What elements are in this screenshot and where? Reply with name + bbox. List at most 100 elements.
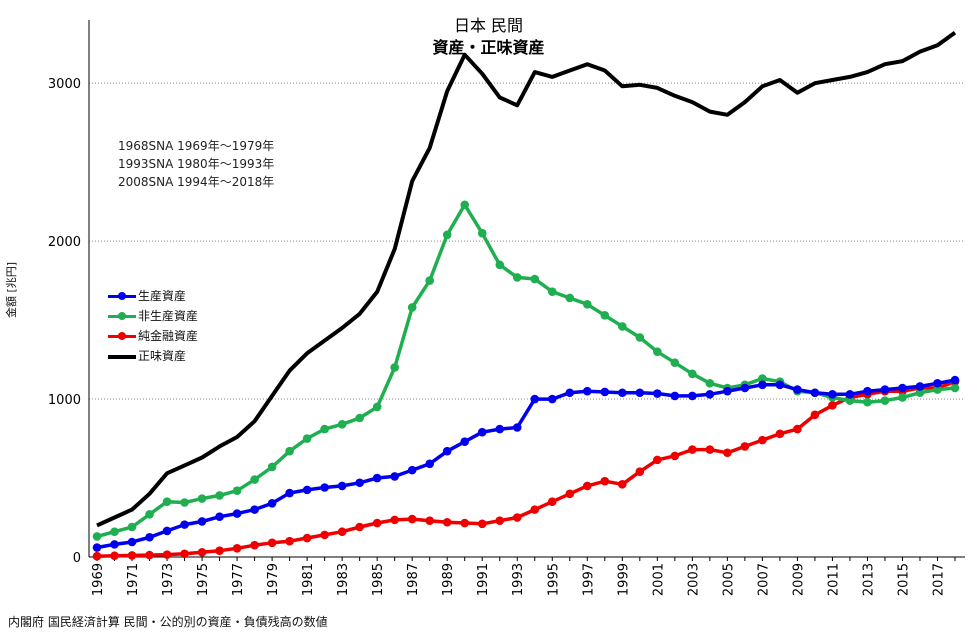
data-point-1-1976: [215, 491, 224, 500]
y-tick-label-2000: 2000: [48, 235, 81, 250]
data-point-2-1978: [250, 540, 259, 550]
data-point-0-1984: [355, 478, 364, 488]
source-note: 内閣府 国民経済計算 民間・公的別の資産・負債残高の数値: [8, 615, 328, 629]
x-tick-label-2015: 2015: [896, 563, 911, 596]
series-0: [92, 375, 960, 552]
data-point-0-2002: [670, 391, 680, 401]
chart-subtitle: 資産・正味資産: [432, 38, 545, 57]
data-point-2-2006: [740, 442, 750, 451]
series-1: [92, 200, 960, 541]
data-point-1-2000: [635, 333, 645, 342]
x-tick-label-1989: 1989: [441, 563, 456, 596]
data-point-0-2007: [758, 380, 767, 390]
data-point-1-1989: [442, 230, 452, 240]
x-tick-label-1997: 1997: [581, 563, 596, 596]
legend-swatch-net-worth: [108, 355, 136, 359]
data-point-1-1987: [407, 303, 417, 312]
legend-label-net-financial-assets: 純金融資産: [138, 329, 199, 343]
legend-marker-net-financial-assets: [118, 332, 126, 340]
data-point-2-2011: [828, 401, 837, 410]
data-point-1-1996: [565, 293, 575, 303]
data-point-0-2011: [828, 390, 837, 399]
data-point-2-2003: [688, 445, 697, 454]
y-tick-label-0: 0: [73, 551, 81, 566]
data-point-1-1985: [372, 402, 382, 412]
data-point-1-2014: [880, 396, 890, 405]
data-point-0-2003: [688, 391, 697, 401]
legend: 生産資産 非生産資産 純金融資産 正味資産: [108, 286, 198, 366]
data-point-1-2003: [688, 369, 697, 379]
data-point-0-2018: [950, 375, 960, 385]
data-point-2-1979: [267, 538, 277, 548]
data-point-2-2001: [653, 455, 662, 465]
data-point-1-1986: [390, 363, 399, 372]
x-tick-label-2013: 2013: [861, 563, 876, 596]
y-tick-label-1000: 1000: [48, 393, 81, 408]
data-point-0-1998: [600, 387, 610, 397]
data-point-1-1999: [618, 322, 627, 331]
data-point-0-1971: [127, 537, 137, 547]
x-tick-label-1991: 1991: [476, 563, 491, 596]
legend-item-non-production-assets: 非生産資産: [108, 306, 198, 326]
legend-label-non-production-assets: 非生産資産: [138, 309, 199, 323]
data-point-0-1983: [337, 481, 347, 491]
y-tick-label-3000: 3000: [48, 77, 81, 92]
data-point-0-2016: [915, 382, 925, 391]
x-tick-label-2011: 2011: [826, 563, 841, 596]
data-point-0-1969: [92, 543, 102, 552]
data-point-0-2013: [863, 386, 872, 396]
data-point-0-1973: [162, 526, 172, 536]
data-point-1-2001: [653, 347, 662, 356]
data-point-1-2018: [950, 383, 960, 393]
data-point-0-2012: [845, 390, 855, 399]
data-point-2-1973: [162, 550, 172, 559]
data-point-2-1995: [547, 497, 557, 507]
data-point-2-1993: [512, 513, 522, 522]
data-point-1-1991: [477, 228, 487, 238]
data-point-0-2015: [898, 383, 907, 393]
data-point-1-1971: [127, 522, 137, 532]
legend-item-production-assets: 生産資産: [108, 286, 198, 306]
data-point-1-1979: [267, 462, 277, 472]
data-point-2-1983: [337, 527, 347, 537]
series-line-1: [96, 203, 956, 539]
x-tick-label-1977: 1977: [231, 563, 246, 596]
data-point-0-1987: [407, 465, 417, 475]
x-tick-label-1987: 1987: [406, 563, 421, 596]
data-point-1-1983: [337, 420, 347, 429]
data-point-2-1969: [92, 551, 102, 561]
data-point-0-2004: [705, 390, 715, 399]
x-tick-label-1975: 1975: [196, 563, 211, 596]
data-point-0-1994: [530, 394, 540, 404]
data-point-1-1973: [162, 497, 172, 507]
data-point-1-1972: [145, 510, 154, 519]
series-line-2: [96, 380, 956, 558]
x-tick-label-1979: 1979: [266, 563, 281, 596]
data-point-1-2016: [915, 388, 925, 398]
x-tick-label-1969: 1969: [91, 563, 106, 596]
legend-item-net-financial-assets: 純金融資産: [108, 326, 198, 346]
data-point-1-1981: [302, 434, 312, 443]
data-point-2-1989: [442, 517, 452, 527]
x-tick-label-1971: 1971: [126, 563, 141, 596]
data-point-1-1974: [180, 498, 189, 507]
data-point-0-1990: [460, 437, 470, 447]
data-point-0-1970: [110, 540, 119, 549]
data-point-1-2013: [863, 397, 872, 407]
x-tick-label-2005: 2005: [721, 563, 736, 596]
legend-item-net-worth: 正味資産: [108, 346, 198, 366]
data-point-0-1995: [547, 394, 557, 404]
series-line-3: [96, 30, 957, 528]
data-point-1-1980: [285, 446, 294, 456]
data-point-2-2005: [723, 448, 732, 458]
data-point-1-1995: [547, 287, 557, 296]
data-point-2-1998: [600, 476, 610, 486]
data-point-1-1970: [110, 527, 119, 537]
data-point-0-2008: [775, 380, 785, 390]
data-point-0-1999: [618, 388, 627, 398]
x-tick-label-2003: 2003: [686, 563, 701, 596]
x-tick-label-1985: 1985: [371, 563, 386, 596]
data-point-0-2000: [635, 388, 645, 398]
data-point-2-1987: [407, 514, 417, 524]
data-point-0-1985: [372, 473, 382, 483]
